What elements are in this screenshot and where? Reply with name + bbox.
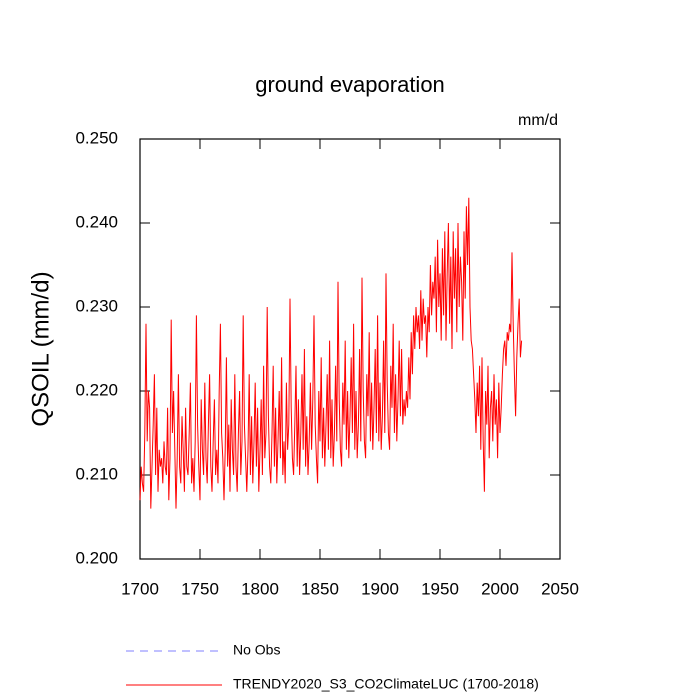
x-tick-label: 1800: [241, 579, 279, 598]
data-line: [139, 197, 523, 509]
y-tick-label: 0.240: [75, 212, 118, 231]
y-tick-label: 0.250: [75, 128, 118, 147]
y-tick-label: 0.220: [75, 380, 118, 399]
x-tick-label: 1900: [361, 579, 399, 598]
x-tick-label: 1700: [121, 579, 159, 598]
x-tick-label: 2000: [481, 579, 519, 598]
legend-label: No Obs: [233, 642, 280, 658]
x-tick-label: 1850: [301, 579, 339, 598]
chart-title: ground evaporation: [255, 72, 445, 97]
x-tick-label: 2050: [541, 579, 579, 598]
units-label: mm/d: [518, 112, 558, 129]
y-tick-label: 0.210: [75, 464, 118, 483]
plot-frame: [139, 138, 561, 560]
y-axis-label: QSOIL (mm/d): [27, 271, 54, 426]
y-tick-label: 0.230: [75, 296, 118, 315]
y-tick-label: 0.200: [75, 548, 118, 567]
x-tick-label: 1750: [181, 579, 219, 598]
legend-label: TRENDY2020_S3_CO2ClimateLUC (1700-2018): [233, 676, 539, 692]
x-tick-label: 1950: [421, 579, 459, 598]
